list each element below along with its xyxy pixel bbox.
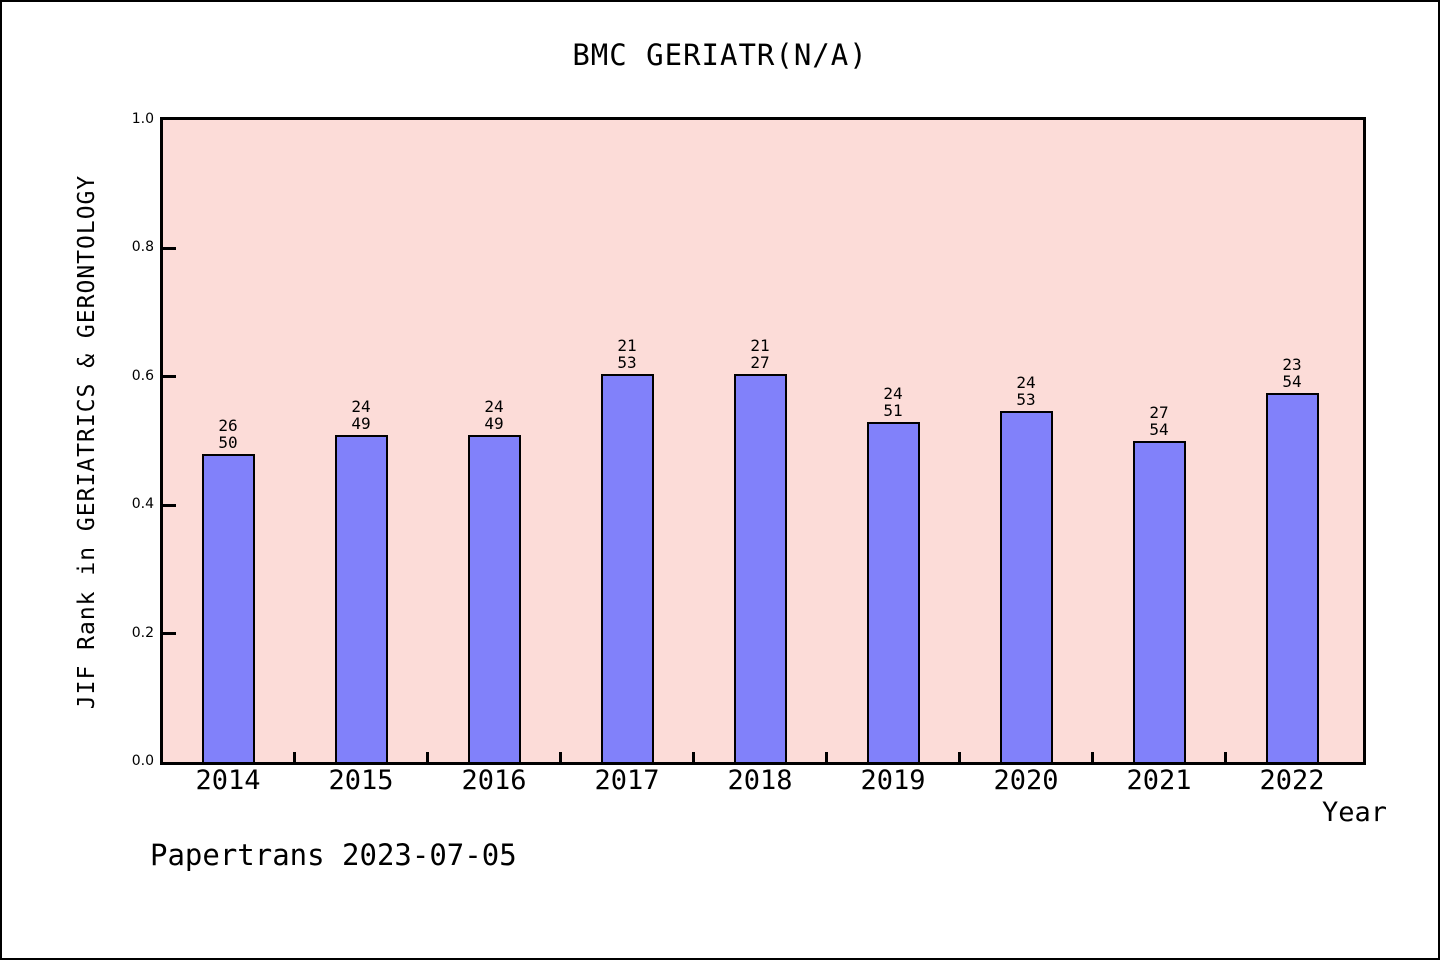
y-tick-mark-0.6 — [163, 375, 176, 379]
x-tick-mark-2 — [559, 752, 562, 762]
bar-2021 — [1132, 441, 1186, 762]
bar-2018 — [733, 374, 787, 762]
x-tick-mark-3 — [692, 752, 695, 762]
bar-2016 — [467, 435, 521, 762]
x-tick-mark-4 — [825, 752, 828, 762]
bar-value-label-2018: 21 27 — [750, 336, 770, 372]
x-tick-label-2022: 2022 — [1259, 765, 1325, 796]
y-axis-label: JIF Rank in GERIATRICS & GERONTOLOGY — [74, 174, 100, 710]
y-tick-mark-0.2 — [163, 632, 176, 636]
x-tick-label-2016: 2016 — [461, 765, 527, 796]
footer-watermark: Papertrans 2023-07-05 — [150, 838, 517, 872]
x-tick-mark-7 — [1224, 752, 1227, 762]
bar-value-label-2022: 23 54 — [1282, 355, 1302, 391]
bar-2014 — [201, 454, 255, 762]
y-tick-label-1.0: 1.0 — [131, 111, 154, 127]
x-tick-mark-1 — [426, 752, 429, 762]
y-tick-mark-0.4 — [163, 503, 176, 507]
bar-2017 — [600, 374, 654, 762]
y-tick-label-0.8: 0.8 — [131, 239, 154, 256]
bar-value-label-2014: 26 50 — [218, 416, 238, 452]
bar-value-label-2020: 24 53 — [1016, 373, 1036, 409]
x-tick-label-2018: 2018 — [727, 765, 793, 796]
y-tick-label-0.6: 0.6 — [131, 367, 154, 384]
x-tick-mark-5 — [958, 752, 961, 762]
bar-value-label-2017: 21 53 — [617, 336, 637, 372]
y-tick-label-0.4: 0.4 — [131, 496, 154, 513]
bar-2020 — [999, 411, 1053, 762]
x-tick-label-2014: 2014 — [195, 765, 261, 796]
y-tick-mark-0.8 — [163, 246, 176, 250]
x-tick-label-2017: 2017 — [594, 765, 660, 796]
x-tick-mark-0 — [293, 752, 296, 762]
chart-title: BMC GERIATR(N/A) — [572, 38, 868, 72]
plot-area: 26 50 24 49 24 49 21 53 21 27 24 51 24 53 27 54… — [160, 117, 1366, 765]
bar-2019 — [866, 422, 920, 762]
bar-value-label-2016: 24 49 — [484, 397, 504, 433]
x-axis-label: Year — [1321, 797, 1387, 828]
y-tick-label-0.2: 0.2 — [131, 624, 154, 641]
bar-2022 — [1265, 393, 1319, 762]
plot-inner: 26 50 24 49 24 49 21 53 21 27 24 51 24 53 27 54… — [163, 120, 1363, 762]
x-tick-label-2021: 2021 — [1126, 765, 1192, 796]
bar-2015 — [334, 435, 388, 762]
y-tick-label-0.0: 0.0 — [131, 753, 154, 769]
x-tick-label-2020: 2020 — [993, 765, 1059, 796]
bar-value-label-2019: 24 51 — [883, 384, 903, 420]
x-tick-label-2015: 2015 — [328, 765, 394, 796]
x-tick-label-2019: 2019 — [860, 765, 926, 796]
bar-value-label-2021: 27 54 — [1149, 403, 1169, 439]
bar-value-label-2015: 24 49 — [351, 397, 371, 433]
x-tick-mark-6 — [1091, 752, 1094, 762]
